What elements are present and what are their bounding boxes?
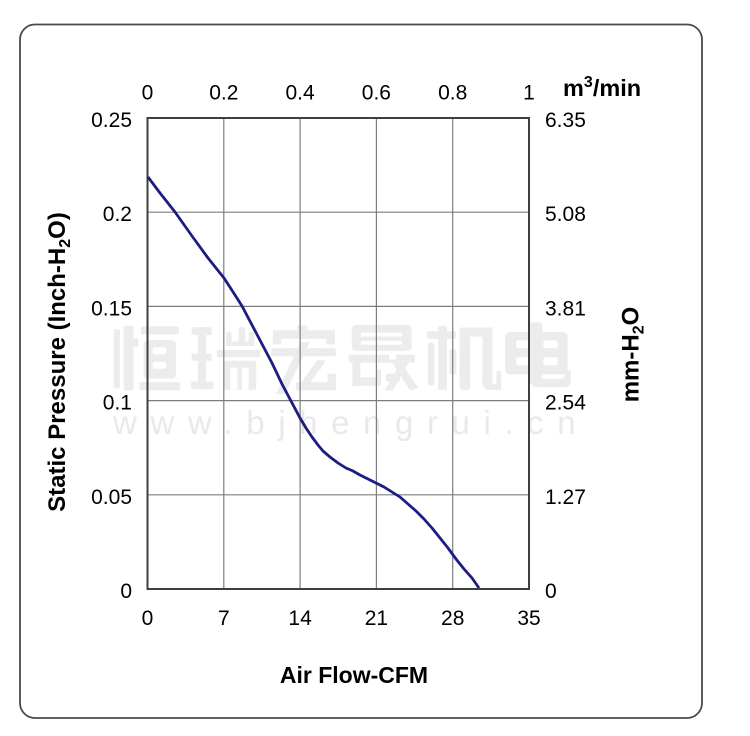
- svg-text:0: 0: [142, 82, 154, 105]
- svg-text:0.25: 0.25: [91, 109, 132, 132]
- svg-text:0.4: 0.4: [285, 82, 315, 105]
- svg-text:1: 1: [523, 82, 535, 105]
- svg-text:35: 35: [517, 607, 540, 630]
- svg-text:0.15: 0.15: [91, 297, 132, 320]
- svg-text:0.2: 0.2: [103, 203, 132, 226]
- svg-text:3.81: 3.81: [545, 297, 586, 320]
- svg-text:0: 0: [545, 580, 557, 603]
- svg-text:0.6: 0.6: [362, 82, 391, 105]
- svg-text:www.bjhengrui.cn: www.bjhengrui.cn: [112, 404, 589, 441]
- svg-text:mm-H2O: mm-H2O: [618, 307, 648, 403]
- svg-text:7: 7: [218, 607, 230, 630]
- svg-text:0: 0: [142, 607, 154, 630]
- svg-text:Static Pressure (Inch-H2O): Static Pressure (Inch-H2O): [44, 212, 74, 512]
- svg-text:1.27: 1.27: [545, 486, 586, 509]
- svg-text:2.54: 2.54: [545, 392, 586, 415]
- svg-text:14: 14: [288, 607, 312, 630]
- svg-text:0.1: 0.1: [103, 392, 132, 415]
- svg-text:6.35: 6.35: [545, 109, 586, 132]
- svg-text:28: 28: [441, 607, 464, 630]
- svg-text:Air Flow-CFM: Air Flow-CFM: [280, 662, 428, 688]
- svg-text:0.8: 0.8: [438, 82, 467, 105]
- svg-text:m3/min: m3/min: [563, 74, 641, 101]
- svg-text:21: 21: [365, 607, 388, 630]
- svg-text:5.08: 5.08: [545, 203, 586, 226]
- svg-text:0: 0: [120, 580, 132, 603]
- svg-text:0.2: 0.2: [209, 82, 238, 105]
- svg-text:0.05: 0.05: [91, 486, 132, 509]
